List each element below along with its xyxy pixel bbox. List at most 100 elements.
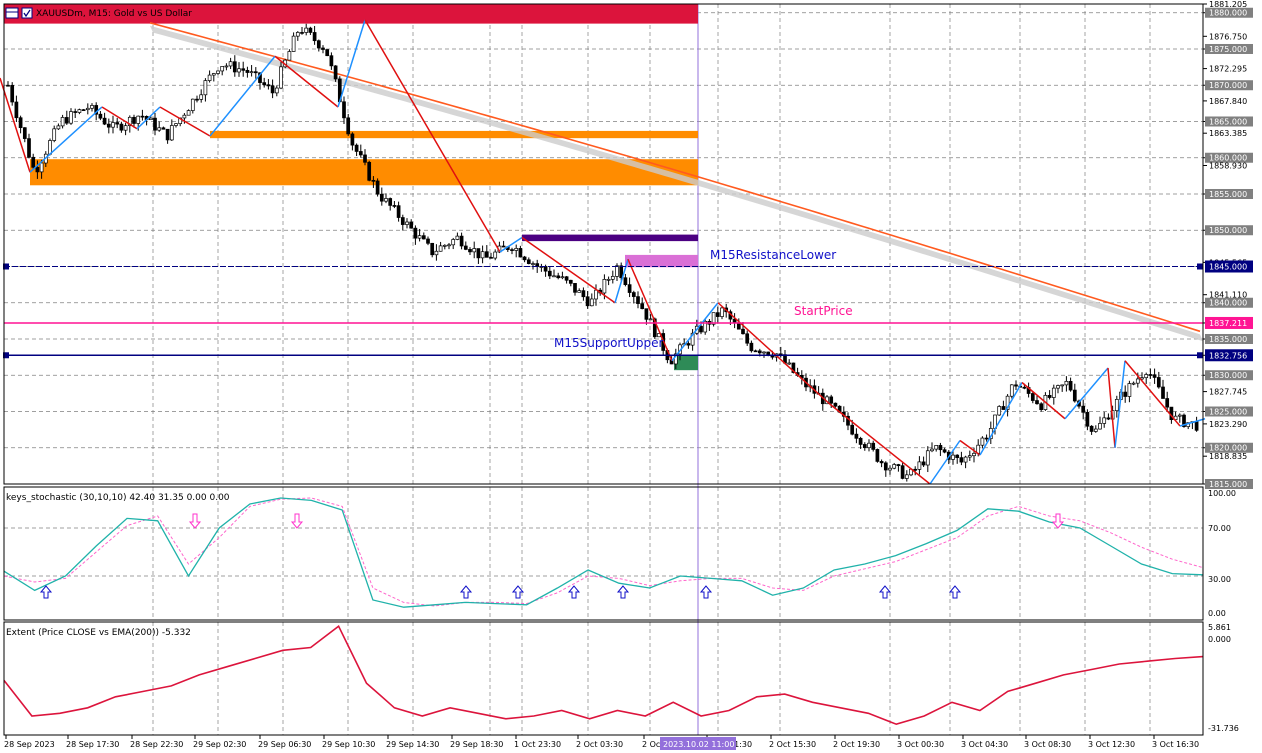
candle-body-116 (493, 251, 498, 259)
candle-body-68 (291, 35, 296, 52)
price-tick-15: 1840.000 (1209, 299, 1247, 308)
time-label-7: 29 Sep 18:30 (450, 740, 503, 749)
candle-body-4 (22, 127, 27, 139)
candle-body-49 (211, 73, 216, 76)
price-box-19 (1205, 370, 1253, 381)
candle-body-213 (900, 465, 905, 479)
candle-body-138 (585, 296, 590, 307)
candle-body-89 (379, 193, 384, 202)
candle-body-201 (850, 424, 855, 435)
candle-body-146 (619, 265, 624, 279)
buy-arrow-icon-1 (459, 585, 473, 599)
candle-body-280 (1182, 414, 1186, 427)
extent-line-path (3, 624, 1204, 726)
candle-body-219 (925, 450, 930, 466)
candle-body-82 (350, 133, 355, 146)
candle-body-209 (883, 462, 888, 471)
candle-body-226 (955, 454, 960, 458)
level-handle-left-1 (3, 352, 9, 359)
candle-body-29 (127, 116, 132, 127)
zigzag-seg-24 (1124, 360, 1181, 427)
candle-body-97 (413, 227, 418, 239)
zone-1 (210, 130, 698, 139)
candle-body-13 (60, 117, 65, 127)
candle-body-91 (388, 198, 393, 206)
candle-body-236 (997, 406, 1002, 416)
candle-body-72 (308, 27, 313, 33)
candle-body-43 (186, 110, 191, 116)
candle-body-211 (892, 464, 897, 469)
candle-body-30 (132, 116, 136, 124)
candle-body-80 (342, 101, 346, 119)
candle-body-99 (421, 235, 426, 240)
candle-body-137 (581, 290, 586, 298)
candle-body-95 (405, 221, 409, 225)
price-tick-24: 1818.835 (1209, 452, 1247, 461)
time-label-9: 2 Oct 03:30 (576, 740, 623, 749)
candle-body-87 (371, 179, 376, 182)
candle-body-1 (10, 84, 15, 103)
price-box-9 (1205, 152, 1253, 163)
candle-body-85 (363, 154, 367, 163)
candle-body-71 (304, 27, 309, 33)
candle-body-70 (300, 32, 304, 34)
ema-band (149, 22, 1203, 342)
candle-body-274 (1156, 377, 1161, 388)
candle-body-129 (547, 270, 552, 277)
candle-body-275 (1161, 386, 1165, 399)
price-zones (4, 4, 698, 371)
buy-arrow-icon-4 (616, 585, 630, 599)
candle-body-222 (938, 445, 943, 451)
candle-body-260 (1098, 423, 1102, 430)
candle-body-257 (1085, 411, 1090, 427)
level-handle-left-0 (3, 263, 9, 270)
zone-3 (522, 234, 698, 242)
candle-body-123 (522, 256, 527, 261)
stochastic-lines (3, 497, 1204, 608)
candle-body-276 (1165, 398, 1170, 408)
candle-body-0 (6, 84, 10, 87)
price-tick-21: 1825.000 (1209, 407, 1247, 416)
price-tick-25: 1815.000 (1209, 480, 1247, 489)
candle-body-110 (468, 249, 472, 253)
candle-body-136 (577, 290, 582, 293)
candle-body-237 (1001, 406, 1006, 410)
candle-body-177 (749, 342, 754, 352)
candle-body-134 (568, 279, 573, 284)
candle-body-36 (157, 127, 162, 131)
candle-body-204 (862, 444, 867, 449)
candle-body-64 (274, 87, 279, 94)
buy-arrow-icon-2 (511, 585, 525, 599)
candle-body-48 (207, 74, 212, 81)
candle-body-125 (531, 263, 535, 265)
sell-arrow-icon-0 (188, 513, 202, 529)
candle-body-130 (552, 275, 556, 278)
zigzag-seg-16 (829, 403, 931, 485)
candle-body-100 (426, 238, 430, 244)
candle-body-22 (98, 113, 103, 119)
candle-body-51 (220, 66, 225, 72)
candle-body-16 (73, 111, 78, 113)
candle-body-5 (27, 138, 31, 158)
candle-body-38 (165, 128, 170, 141)
candle-body-151 (640, 303, 645, 310)
candle-body-45 (195, 98, 199, 101)
zigzag-seg-10 (499, 236, 523, 253)
time-label-2: 28 Sep 22:30 (130, 740, 183, 749)
candle-body-76 (325, 49, 330, 57)
candle-body-216 (913, 468, 918, 471)
symbol-toggle-icon[interactable] (21, 7, 33, 19)
candle-body-230 (972, 452, 976, 457)
candle-body-124 (526, 259, 531, 264)
candle-body-139 (589, 298, 594, 307)
toolbar[interactable]: XAUUSDm, M15: Gold vs US Dollar (5, 7, 192, 19)
extent-panel-frame (3, 621, 1204, 736)
chart-window-icon[interactable] (5, 7, 19, 19)
candle-body-178 (753, 350, 758, 353)
candle-body-145 (615, 265, 619, 277)
zigzag-seg-13 (627, 258, 673, 362)
zigzag-seg-11 (521, 236, 616, 304)
candle-body-65 (279, 66, 283, 89)
zigzag-seg-2 (29, 106, 103, 173)
